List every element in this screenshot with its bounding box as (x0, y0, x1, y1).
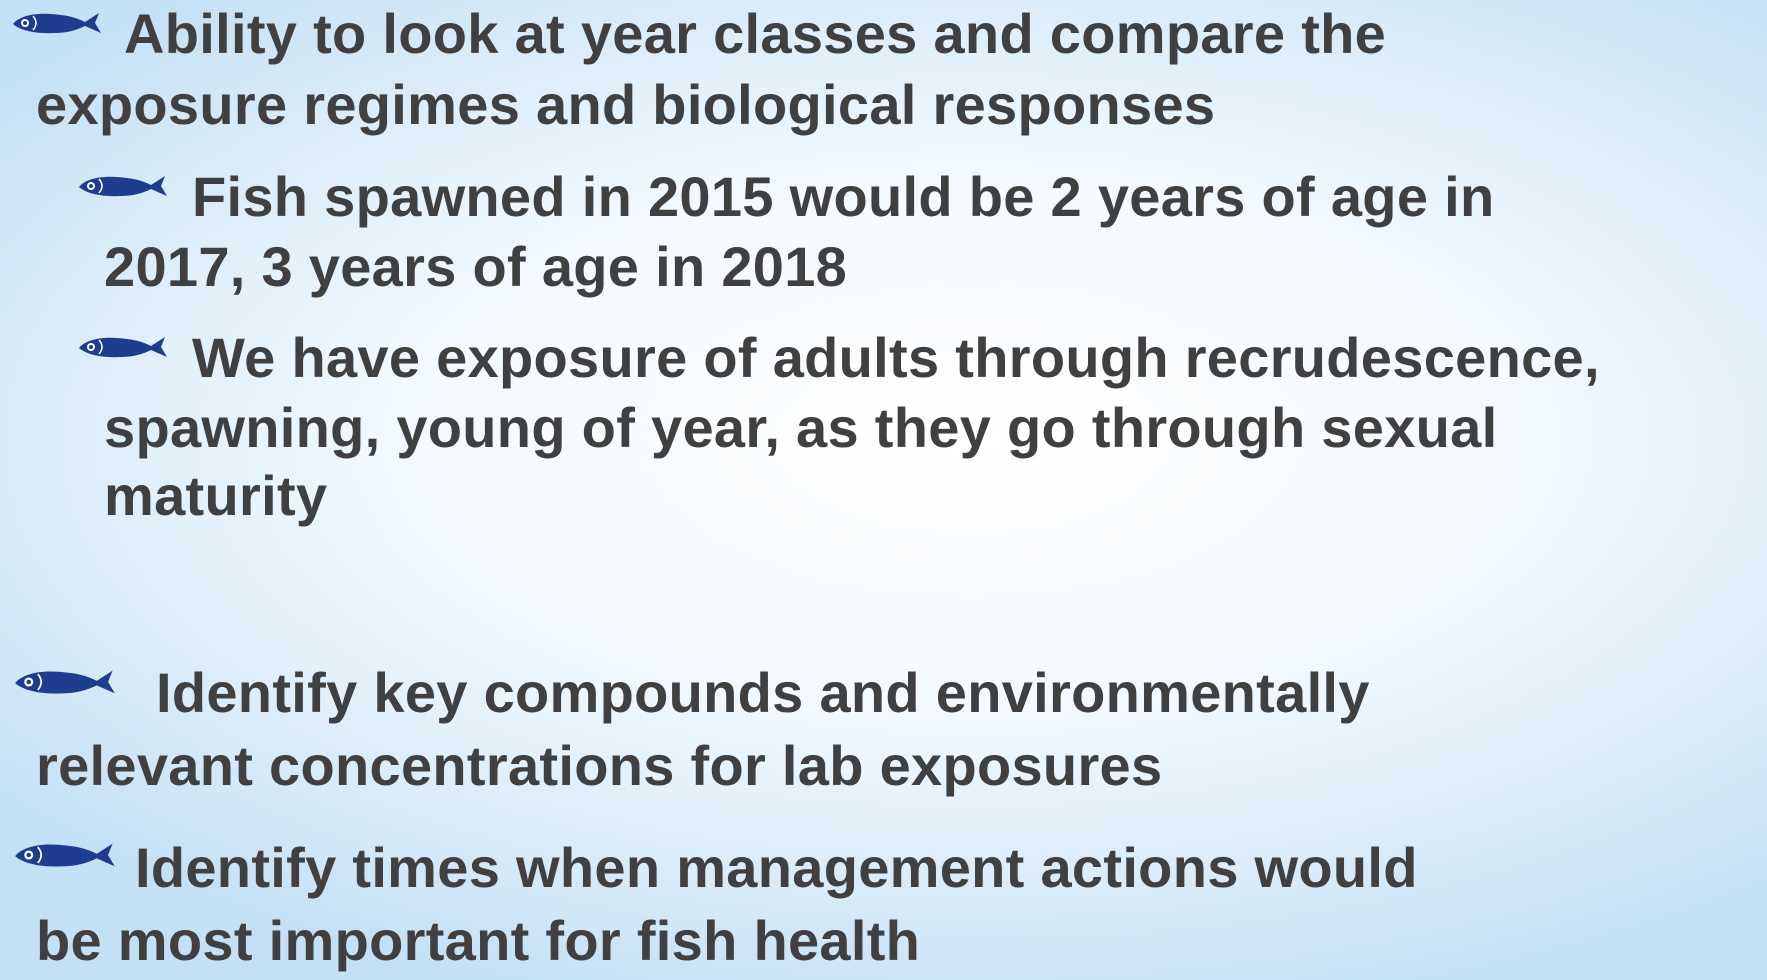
bullet-icon (11, 665, 119, 699)
bullet-icon (11, 8, 103, 38)
sub-bullet-text: We have exposure of adults through recru… (192, 326, 1600, 389)
bullet-text: Identify key compounds and environmental… (156, 661, 1370, 724)
sub-bullet-text: maturity (104, 464, 328, 527)
sub-bullet-text: 2017, 3 years of age in 2018 (104, 235, 848, 298)
bullet-icon (77, 332, 169, 362)
bullet-text: Identify times when management actions w… (135, 836, 1418, 899)
bullet-text: exposure regimes and biological response… (36, 73, 1216, 136)
bullet-text: be most important for fish health (36, 909, 921, 972)
bullet-text: Ability to look at year classes and comp… (124, 2, 1387, 65)
bullet-icon (11, 838, 119, 872)
sub-bullet-text: spawning, young of year, as they go thro… (104, 396, 1498, 459)
bullet-icon (77, 171, 169, 201)
bullet-text: relevant concentrations for lab exposure… (36, 734, 1163, 797)
sub-bullet-text: Fish spawned in 2015 would be 2 years of… (192, 165, 1495, 228)
